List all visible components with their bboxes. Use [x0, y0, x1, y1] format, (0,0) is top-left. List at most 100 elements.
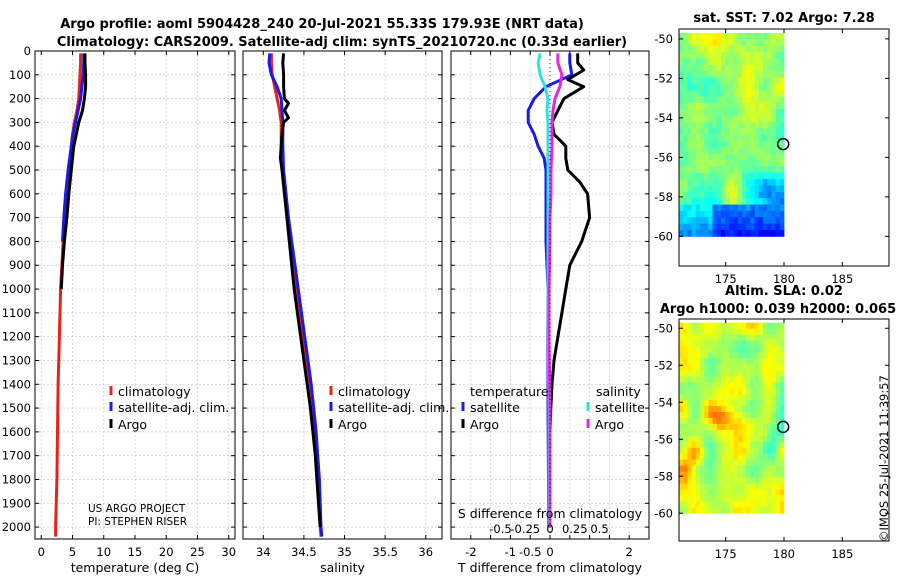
heatmap-cell	[763, 58, 768, 66]
heatmap-cell	[742, 52, 747, 59]
heatmap-cell	[750, 501, 755, 508]
heatmap-cell	[687, 198, 692, 205]
heatmap-cell	[763, 465, 768, 472]
heatmap-cell	[742, 121, 747, 129]
heatmap-cell	[721, 96, 726, 104]
heatmap-cell	[712, 322, 718, 330]
heatmap-cell	[763, 495, 768, 502]
heatmap-cell	[679, 230, 684, 237]
heatmap-cell	[737, 435, 743, 443]
heatmap-cell	[729, 32, 734, 40]
heatmap-cell	[725, 376, 730, 383]
sla-map-title-line1: Altim. SLA: 0.02	[725, 284, 843, 299]
heatmap-cell	[750, 346, 755, 353]
heatmap-cell	[771, 417, 776, 425]
heatmap-cell	[708, 340, 713, 347]
heatmap-cell	[679, 346, 684, 353]
heatmap-cell	[704, 364, 709, 371]
heatmap-cell	[704, 400, 709, 407]
heatmap-cell	[700, 109, 705, 116]
heatmap-cell	[733, 45, 739, 53]
heatmap-cell	[712, 172, 718, 180]
heatmap-cell	[687, 128, 692, 136]
heatmap-cell	[742, 64, 747, 72]
heatmap-cell	[708, 495, 713, 502]
heatmap-cell	[754, 364, 760, 371]
heatmap-cell	[771, 185, 776, 193]
heatmap-cell	[746, 376, 751, 383]
heatmap-cell	[691, 109, 697, 116]
heatmap-cell	[683, 382, 688, 389]
heatmap-cell	[742, 388, 747, 395]
heatmap-cell	[779, 96, 785, 104]
heatmap-cell	[712, 153, 718, 161]
heatmap-cell	[691, 210, 697, 218]
heatmap-cell	[725, 322, 730, 330]
heatmap-cell	[750, 453, 755, 461]
heatmap-cell	[716, 417, 722, 425]
x-tick-label: -1	[505, 545, 516, 559]
argo-position-marker	[776, 137, 790, 151]
heatmap-cell	[742, 210, 747, 218]
heatmap-cell	[771, 471, 776, 478]
heatmap-cell	[754, 346, 760, 353]
heatmap-cell	[691, 102, 697, 110]
heatmap-cell	[750, 230, 755, 237]
heatmap-cell	[771, 376, 776, 383]
heatmap-cell	[695, 376, 701, 383]
heatmap-cell	[767, 191, 772, 199]
heatmap-cell	[767, 160, 772, 167]
heatmap-cell	[708, 77, 713, 85]
heatmap-cell	[750, 441, 755, 449]
heatmap-cell	[742, 191, 747, 199]
heatmap-cell	[771, 52, 776, 59]
heatmap-cell	[758, 459, 764, 467]
heatmap-cell	[708, 507, 713, 514]
heatmap-cell	[733, 441, 739, 449]
heatmap-cell	[716, 382, 722, 389]
heatmap-cell	[708, 90, 713, 97]
heatmap-cell	[746, 489, 751, 496]
heatmap-cell	[729, 128, 734, 136]
heatmap-cell	[691, 45, 697, 53]
heatmap-cell	[754, 394, 760, 401]
heatmap-cell	[767, 453, 772, 461]
heatmap-cell	[716, 477, 722, 484]
heatmap-cell	[716, 191, 722, 199]
heatmap-cell	[737, 115, 743, 123]
heatmap-cell	[779, 453, 785, 461]
heatmap-cell	[771, 459, 776, 467]
heatmap-cell	[683, 52, 688, 59]
heatmap-cell	[767, 166, 772, 174]
heatmap-cell	[775, 501, 781, 508]
heatmap-cell	[716, 172, 722, 180]
heatmap-cell	[700, 471, 705, 478]
heatmap-cell	[775, 370, 781, 377]
heatmap-cell	[704, 370, 709, 377]
heatmap-cell	[763, 223, 768, 231]
heatmap-cell	[771, 58, 776, 66]
heatmap-cell	[771, 64, 776, 72]
heatmap-cell	[716, 322, 722, 330]
heatmap-cell	[679, 423, 684, 431]
heatmap-cell	[733, 217, 739, 225]
heatmap-cell	[695, 121, 701, 129]
heatmap-cell	[746, 370, 751, 377]
heatmap-cell	[712, 370, 718, 377]
heatmap-cell	[712, 376, 718, 383]
heatmap-cell	[758, 358, 764, 365]
heatmap-cell	[708, 501, 713, 508]
heatmap-cell	[708, 441, 713, 449]
heatmap-cell	[779, 423, 785, 431]
legend-label-argo: Argo	[338, 417, 367, 432]
heatmap-cell	[716, 96, 722, 104]
heatmap-cell	[708, 191, 713, 199]
heatmap-cell	[754, 83, 760, 91]
heatmap-cell	[742, 230, 747, 237]
y-tick-label: -52	[654, 358, 673, 372]
x-tick-label: 34	[256, 545, 271, 559]
heatmap-cell	[721, 204, 726, 212]
heatmap-cell	[687, 83, 692, 91]
heatmap-cell	[733, 352, 739, 359]
heatmap-cell	[716, 489, 722, 496]
